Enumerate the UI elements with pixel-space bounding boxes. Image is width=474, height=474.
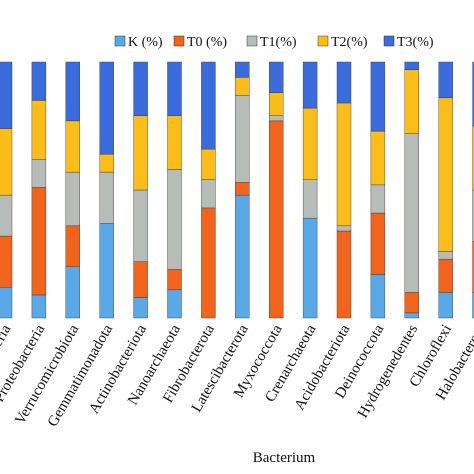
bar-segment [65,120,81,173]
legend-swatch [383,35,395,47]
bar-segment [404,292,419,314]
bar-segment [269,120,284,319]
bar-segment [438,251,453,260]
bar-segment [438,258,453,293]
bar-segment [235,194,250,319]
legend-label: K (%) [128,35,163,50]
bar-segment [370,274,386,319]
bar-segment [65,225,81,267]
legend-label: T0 (%) [187,35,227,50]
bar-segment [167,61,182,116]
bar-segment [336,225,352,232]
bar-segment [65,61,81,122]
bar-segment [404,61,419,70]
bar-segment [438,61,453,99]
bar-segment [472,61,474,127]
bar-segment [0,128,13,196]
bar-segment [65,266,81,319]
x-axis-label: Bacterium [253,450,316,466]
bar-segment [235,95,250,183]
bar-segment [167,289,182,319]
bar-segment [472,292,474,319]
bar-segment [31,100,47,160]
bar-segment [31,159,47,188]
bar-segment [99,61,114,155]
bar-segment [235,77,250,96]
bar-segment [472,189,474,242]
bar-segment [201,179,216,209]
bar-segment [336,61,352,104]
bar-segment [201,148,216,180]
bar-segment [167,169,182,270]
legend-swatch [246,35,258,47]
bar-segment [31,294,47,319]
bar-segment [133,189,148,262]
bar-segment [201,61,216,150]
bar-segment [302,179,318,219]
bar-segment [99,223,114,319]
bar-segment [201,207,216,319]
legend-swatch [114,35,126,47]
bar-segment [404,312,419,319]
bar-segment [167,115,182,170]
legend-swatch [317,35,329,47]
bar-segment [404,133,419,293]
bar-segment [302,61,318,109]
bar-segment [133,115,148,191]
bar-segment [0,287,13,319]
legend-label: T3(%) [397,35,434,50]
bar-segment [438,292,453,319]
bar-segment [472,125,474,191]
legend-label: T1(%) [260,35,297,50]
bar-segment [167,269,182,291]
bar-segment [133,61,148,116]
bar-segment [65,171,81,227]
bar-segment [269,61,284,93]
bar-segment [0,235,13,288]
bar-segment [438,97,453,252]
bar-segment [336,230,352,319]
bar-segment [336,102,352,227]
bar-segment [370,130,386,186]
bar-segment [370,184,386,214]
bar-segment [31,187,47,296]
bar-segment [99,153,114,173]
bar-segment [302,107,318,180]
bar-segment [0,61,13,129]
bar-segment [472,240,474,293]
bar-segment [302,217,318,319]
legend-label: T2(%) [331,35,368,50]
bar-segment [0,194,13,237]
bar-segment [404,69,419,134]
bar-segment [235,61,250,78]
bar-segment [99,171,114,224]
bar-segment [133,297,148,319]
legend-swatch [173,35,185,47]
bar-segment [370,61,386,132]
bar-segment [269,92,284,116]
bar-segment [133,261,148,298]
bar-segment [235,182,250,196]
bar-segment [269,115,284,122]
bar-segment [370,212,386,275]
bar-segment [31,61,47,101]
